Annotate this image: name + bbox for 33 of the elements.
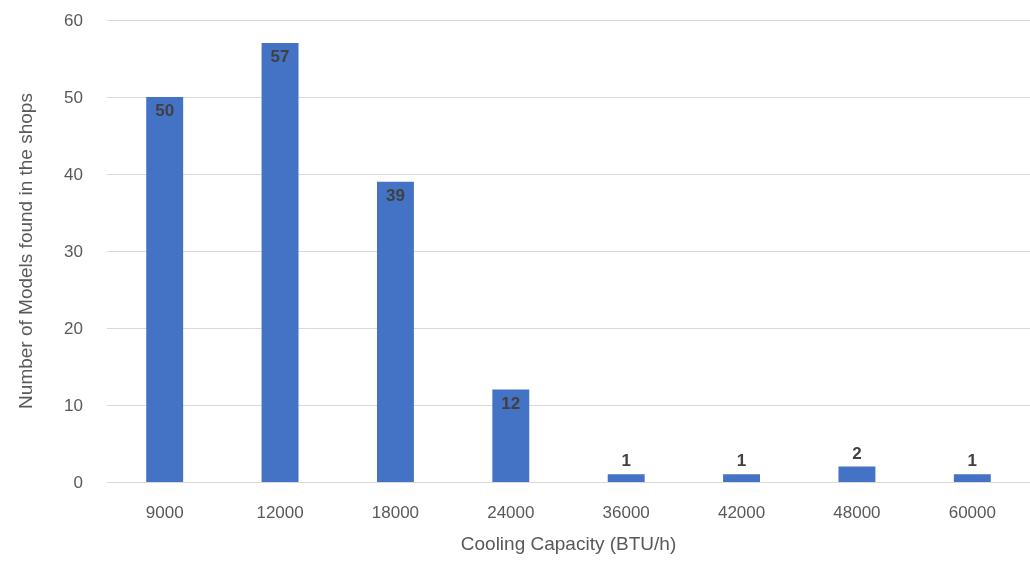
bar [723, 474, 761, 482]
data-label: 12 [501, 393, 521, 413]
y-tick-label: 50 [64, 87, 83, 107]
data-label: 57 [270, 47, 290, 67]
bar [146, 97, 184, 482]
y-tick-label: 0 [73, 472, 83, 492]
data-label: 50 [155, 101, 175, 120]
data-label: 39 [385, 185, 405, 205]
x-tick-label: 9000 [145, 503, 184, 522]
data-label: 1 [736, 451, 747, 471]
data-label: 1 [967, 451, 978, 471]
bar [607, 474, 645, 482]
x-axis-title: Cooling Capacity (BTU/h) [460, 533, 677, 554]
y-tick-label: 30 [64, 241, 83, 261]
bar [838, 466, 876, 482]
bar [492, 389, 530, 482]
x-tick-label: 60000 [948, 503, 996, 522]
y-tick-label: 10 [64, 395, 83, 415]
x-tick-label: 48000 [833, 503, 881, 522]
bar [376, 181, 414, 482]
x-tick-label: 36000 [602, 503, 650, 522]
data-label: 2 [852, 443, 862, 463]
x-tick-label: 42000 [717, 503, 766, 522]
bar [953, 474, 991, 482]
x-tick-label: 24000 [487, 503, 535, 522]
y-tick-label: 20 [64, 318, 83, 338]
data-label: 1 [621, 451, 631, 471]
x-tick-label: 12000 [256, 503, 304, 522]
y-tick-label: 60 [64, 10, 83, 30]
y-axis-title: Number of Models found in the shops [15, 93, 36, 409]
y-tick-label: 40 [64, 164, 83, 184]
bar [261, 43, 299, 482]
x-tick-label: 18000 [371, 503, 420, 522]
